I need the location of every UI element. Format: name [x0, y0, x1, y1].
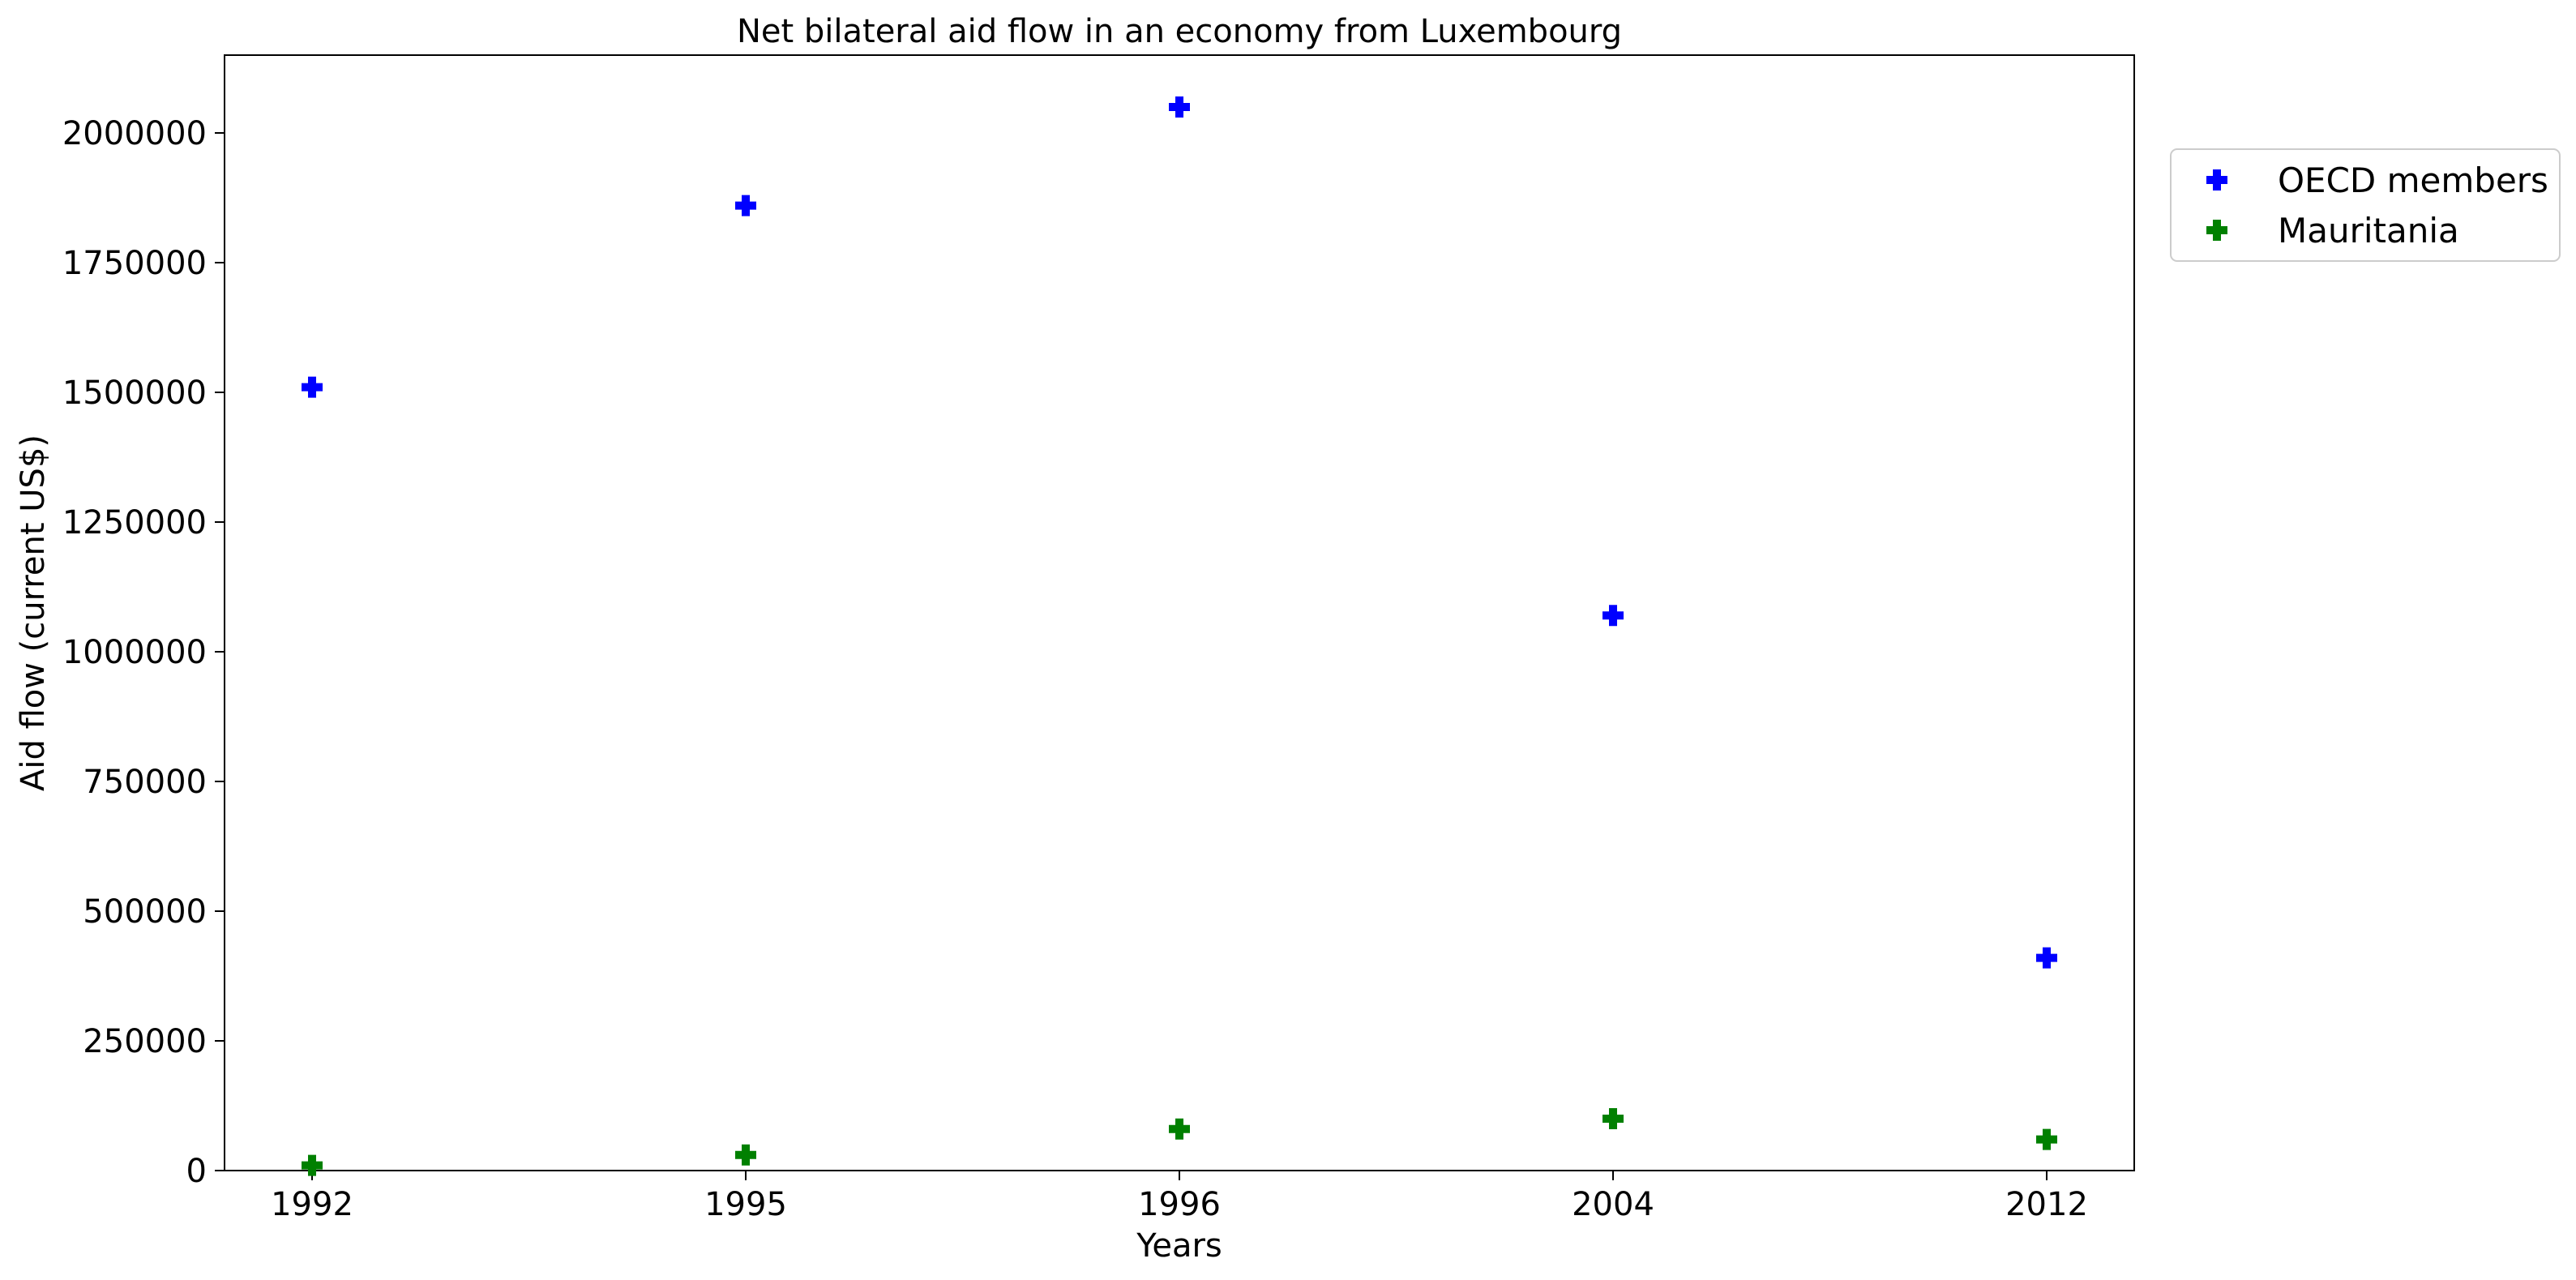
- point-oecd-members: [302, 376, 323, 398]
- y-tick-label: 1250000: [62, 504, 207, 542]
- y-tick-label: 1750000: [62, 245, 207, 282]
- legend-marker-mauritania: [2206, 220, 2227, 241]
- chart-title: Net bilateral aid flow in an economy fro…: [737, 13, 1622, 50]
- legend-marker-oecd-members: [2206, 169, 2227, 191]
- x-axis-label: Years: [1136, 1227, 1222, 1265]
- point-oecd-members: [1603, 605, 1624, 627]
- point-oecd-members: [1169, 96, 1190, 118]
- x-tick-label: 1996: [1138, 1186, 1221, 1223]
- point-mauritania: [735, 1144, 756, 1166]
- x-tick-label: 2004: [1572, 1186, 1654, 1223]
- y-tick-label: 750000: [83, 764, 207, 801]
- point-mauritania: [302, 1154, 323, 1176]
- y-axis: 0 250000 500000 750000 1000000 1250000 1500000…: [62, 115, 225, 1190]
- plot-area: [224, 54, 2135, 1171]
- x-tick-label: 1995: [704, 1186, 787, 1223]
- point-mauritania: [1603, 1108, 1624, 1129]
- legend-box: [2170, 148, 2561, 262]
- y-tick-label: 1000000: [62, 634, 207, 671]
- y-tick-label: 0: [186, 1153, 207, 1190]
- y-axis-label: Aid flow (current US$): [15, 435, 52, 791]
- legend-label-oecd-members: OECD members: [2278, 161, 2548, 200]
- point-oecd-members: [2036, 947, 2057, 969]
- x-axis: 1992 1995 1996 2004 2012: [271, 1171, 2088, 1223]
- point-oecd-members: [735, 195, 756, 216]
- legend-label-mauritania: Mauritania: [2278, 211, 2459, 250]
- y-tick-label: 250000: [83, 1023, 207, 1060]
- y-tick-label: 2000000: [62, 115, 207, 152]
- legend: OECD members Mauritania: [2170, 148, 2561, 262]
- x-tick-label: 2012: [2005, 1186, 2088, 1223]
- y-tick-label: 1500000: [62, 375, 207, 412]
- point-mauritania: [1169, 1118, 1190, 1140]
- point-mauritania: [2036, 1128, 2057, 1150]
- y-tick-label: 500000: [83, 893, 207, 931]
- data-points: [302, 96, 2057, 1176]
- x-tick-label: 1992: [271, 1186, 353, 1223]
